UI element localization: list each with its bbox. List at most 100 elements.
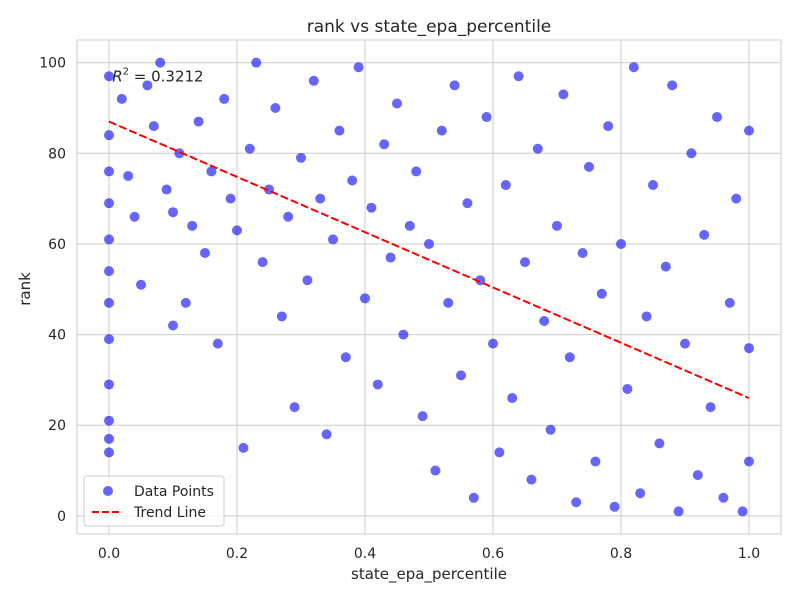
data-point <box>481 112 492 123</box>
data-point <box>360 293 370 304</box>
data-point <box>680 338 690 349</box>
data-point <box>584 161 594 172</box>
data-point <box>148 121 159 132</box>
data-point <box>513 71 524 82</box>
legend-box <box>83 475 225 527</box>
data-point <box>436 125 447 136</box>
data-point <box>340 352 351 363</box>
legend-label-data-points: Data Points <box>134 484 214 500</box>
plot-area <box>77 40 781 534</box>
data-point <box>104 198 114 209</box>
data-point <box>744 456 754 467</box>
data-point <box>161 184 172 195</box>
data-point <box>603 121 614 132</box>
data-point <box>532 143 543 154</box>
data-point <box>232 225 242 236</box>
data-point <box>417 411 428 422</box>
r-squared-value: = 0.3212 <box>129 67 204 85</box>
data-point <box>609 501 620 512</box>
data-point <box>142 80 153 91</box>
y-tick-label: 60 <box>48 237 66 253</box>
data-point <box>552 220 562 231</box>
data-point <box>136 279 146 290</box>
data-point <box>116 93 127 104</box>
data-point <box>168 320 178 331</box>
data-point <box>289 402 300 413</box>
data-point <box>641 311 652 322</box>
data-point <box>206 166 217 177</box>
data-point <box>488 338 498 349</box>
data-point <box>104 297 114 308</box>
data-points <box>104 57 754 517</box>
data-point <box>104 130 114 141</box>
data-point <box>353 62 364 73</box>
trend-line-layer <box>108 120 750 399</box>
data-point <box>296 152 306 163</box>
data-point <box>302 275 313 286</box>
data-point <box>385 252 396 263</box>
data-point <box>104 447 114 458</box>
x-tick-label: 0.2 <box>226 546 248 562</box>
x-tick-label: 1.0 <box>738 546 760 562</box>
data-point <box>712 112 722 123</box>
data-point <box>564 352 575 363</box>
r-squared-exponent: 2 <box>123 66 129 77</box>
data-point <box>104 266 114 277</box>
data-point <box>372 379 383 390</box>
data-point <box>104 433 114 444</box>
data-point <box>545 424 556 435</box>
data-point <box>238 442 249 453</box>
x-axis-label: state_epa_percentile <box>351 565 507 584</box>
x-tick-label: 0.8 <box>610 546 632 562</box>
data-point <box>225 193 236 204</box>
data-point <box>596 288 607 299</box>
data-point <box>123 170 134 181</box>
data-point <box>193 116 204 127</box>
data-point <box>654 438 665 449</box>
data-point <box>321 429 332 440</box>
data-point <box>244 143 255 154</box>
data-point <box>635 488 646 499</box>
data-point <box>347 175 358 186</box>
data-point <box>673 506 684 517</box>
data-point <box>744 343 754 354</box>
data-point <box>494 447 505 458</box>
y-tick-label: 100 <box>39 56 66 72</box>
x-tick-label: 0.4 <box>354 546 376 562</box>
data-point <box>590 456 601 467</box>
data-point <box>475 275 486 286</box>
data-point <box>366 202 377 213</box>
y-tick-label: 0 <box>57 509 66 525</box>
r-squared-annotation: R2 = 0.3212 <box>112 66 203 85</box>
legend-marker-data-points <box>103 486 113 496</box>
data-point <box>571 497 582 508</box>
data-point <box>168 207 178 218</box>
x-tick-label: 0.0 <box>98 546 120 562</box>
data-point <box>686 148 697 159</box>
data-point <box>622 383 633 394</box>
chart-title: rank vs state_epa_percentile <box>307 17 552 37</box>
data-point <box>315 193 326 204</box>
y-tick-label: 20 <box>48 418 66 434</box>
x-axis-ticks: 0.0 0.2 0.4 0.6 0.8 1.0 <box>98 546 760 562</box>
data-point <box>430 465 441 476</box>
data-point <box>558 89 569 100</box>
data-point <box>379 139 390 150</box>
data-point <box>411 166 422 177</box>
x-tick-label: 0.6 <box>482 546 504 562</box>
data-point <box>180 297 191 308</box>
data-point <box>187 220 198 231</box>
data-point <box>104 379 114 390</box>
data-point <box>251 57 262 68</box>
plot-frame <box>76 39 782 535</box>
legend: Data Points Trend Line <box>83 475 225 527</box>
data-point <box>724 297 735 308</box>
data-point <box>104 71 114 82</box>
data-point <box>692 470 703 481</box>
y-tick-label: 80 <box>48 146 66 162</box>
data-point <box>705 402 716 413</box>
data-point <box>468 492 479 503</box>
data-point <box>104 166 114 177</box>
y-axis-ticks: 0 20 40 60 80 100 <box>39 56 66 525</box>
